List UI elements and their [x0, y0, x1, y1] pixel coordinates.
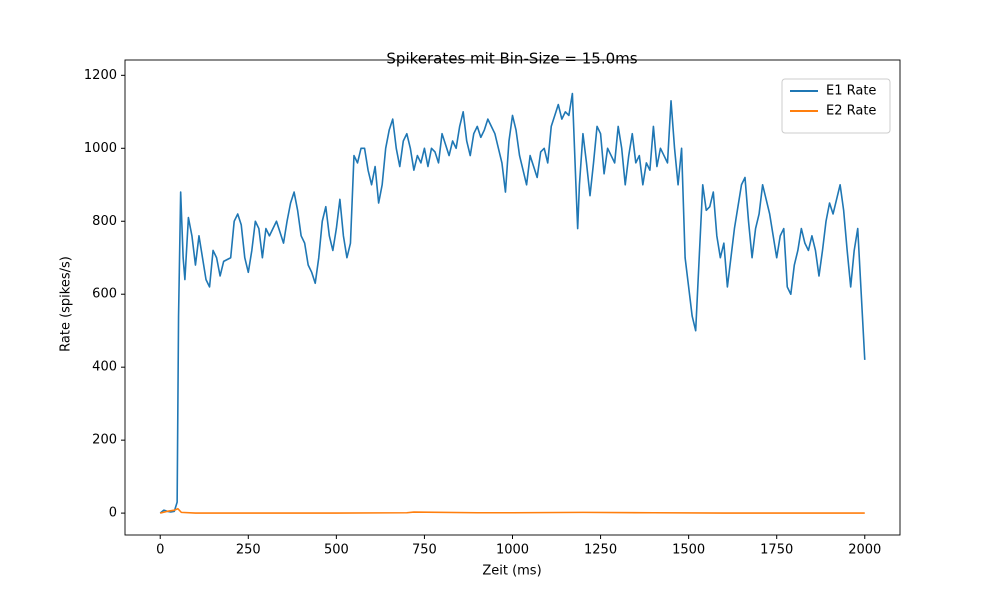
x-tick-label: 1500 [672, 543, 705, 558]
x-tick-label: 1750 [760, 543, 793, 558]
chart-title: Spikerates mit Bin-Size = 15.0ms [386, 50, 637, 68]
x-tick-label: 500 [324, 543, 349, 558]
x-tick-label: 1000 [496, 543, 529, 558]
y-tick-label: 600 [92, 287, 117, 302]
y-tick-label: 200 [92, 433, 117, 448]
y-axis-label: Rate (spikes/s) [59, 256, 74, 352]
x-axis-label: Zeit (ms) [482, 564, 541, 579]
x-tick-label: 250 [236, 543, 261, 558]
plot-frame [124, 59, 901, 536]
x-tick-label: 2000 [848, 543, 881, 558]
x-tick-label: 0 [156, 543, 164, 558]
x-tick-label: 1250 [584, 543, 617, 558]
x-tick-label: 750 [412, 543, 437, 558]
y-tick-label: 800 [92, 214, 117, 229]
legend-label: E1 Rate [826, 84, 876, 99]
legend-label: E2 Rate [826, 104, 876, 119]
y-tick-label: 400 [92, 360, 117, 375]
y-tick-label: 1000 [84, 141, 117, 156]
line [160, 507, 865, 514]
y-tick-label: 1200 [84, 68, 117, 83]
line [159, 92, 866, 514]
y-tick-label: 0 [109, 506, 117, 521]
legend-box [781, 78, 891, 134]
